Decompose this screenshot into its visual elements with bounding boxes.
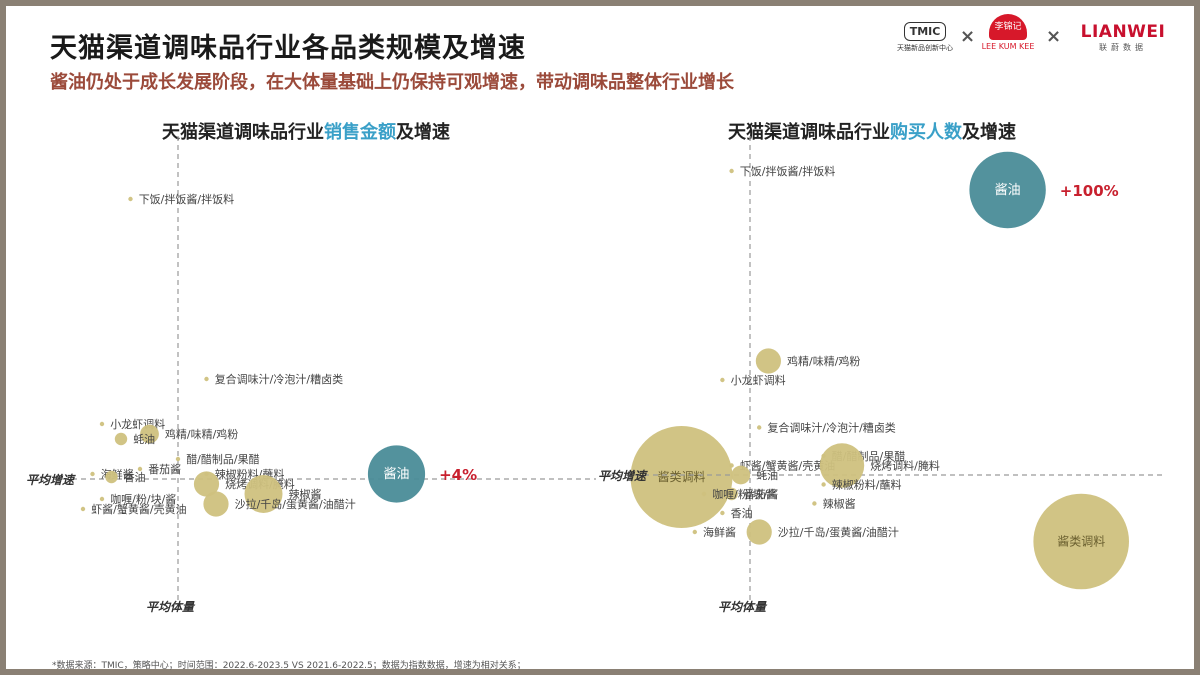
left-point-12 xyxy=(193,471,220,497)
right-point-label-15: 沙拉/千岛/蛋黄酱/油醋汁 xyxy=(778,525,899,539)
right-x-axis-label: 平均体量 xyxy=(718,600,768,614)
lee-kum-kee-logo-text: LEE KUM KEE xyxy=(981,42,1035,51)
right-point-label-12: 咖喱/粉/块/酱 xyxy=(712,487,778,501)
left-point-label-15: 虾酱/蟹黄酱/壳黄油 xyxy=(91,502,186,516)
left-y-axis-label: 平均增速 xyxy=(26,473,76,487)
right-point-label-16: 酱类调料 xyxy=(1057,534,1105,549)
right-point-7 xyxy=(819,443,865,488)
right-point-label-5: 虾酱/蟹黄酱/壳黄油 xyxy=(740,459,835,473)
left-point-label-9: 香油 xyxy=(124,470,146,484)
left-growth-label: +4% xyxy=(439,466,477,484)
tmic-logo-text: TMIC xyxy=(903,22,947,41)
page-subtitle: 酱油仍处于成长发展阶段，在大体量基础上仍保持可观增速，带动调味品整体行业增长 xyxy=(50,72,734,93)
left-point-label-13: 咖喱/粉/块/酱 xyxy=(110,492,176,506)
right-point-label-1: 酱油 xyxy=(995,183,1021,198)
right-y-axis-label: 平均增速 xyxy=(598,469,648,483)
right-point-label-11: 辣椒酱 xyxy=(823,497,856,511)
right-chart-title: 天猫渠道调味品行业购买人数及增速 xyxy=(728,118,1016,144)
right-chart-title-pre: 天猫渠道调味品行业 xyxy=(728,122,890,143)
lee-kum-kee-logo-mark: 李锦记 xyxy=(989,14,1027,40)
slide: 天猫渠道调味品行业各品类规模及增速 酱油仍处于成长发展阶段，在大体量基础上仍保持… xyxy=(6,6,1194,671)
right-point-14 xyxy=(692,529,697,535)
right-point-label-13: 香油 xyxy=(731,506,753,520)
left-point-11 xyxy=(630,426,733,528)
left-chart-title: 天猫渠道调味品行业销售金额及增速 xyxy=(162,118,450,144)
right-point-label-14: 海鲜酱 xyxy=(703,525,736,539)
lianwei-logo-text: LIANWEI xyxy=(1080,22,1166,42)
right-chart-title-post: 及增速 xyxy=(962,122,1016,143)
right-point-3 xyxy=(755,348,782,374)
right-point-4 xyxy=(757,425,762,430)
right-point-label-9: 辣椒粉料/蘸料 xyxy=(832,478,902,492)
left-point-label-4: 蚝油 xyxy=(133,432,155,446)
tmic-logo: TMIC 天猫新品创新中心 xyxy=(880,20,970,53)
right-point-label-3: 鸡精/味精/鸡粉 xyxy=(787,354,860,368)
right-point-0 xyxy=(729,168,734,174)
left-point-label-11: 酱类调料 xyxy=(657,469,705,484)
right-point-9 xyxy=(821,482,826,487)
left-chart-title-post: 及增速 xyxy=(396,122,450,143)
left-chart-title-pre: 天猫渠道调味品行业 xyxy=(162,122,324,143)
left-point-10 xyxy=(367,445,426,503)
left-point-label-0: 下饭/拌饭酱/拌饭料 xyxy=(139,192,234,206)
left-point-label-6: 番茄酱 xyxy=(148,462,181,476)
left-point-label-16: 沙拉/千岛/蛋黄酱/油醋汁 xyxy=(235,497,356,511)
left-chart-title-highlight: 销售金额 xyxy=(324,122,396,143)
tmic-logo-subtitle: 天猫新品创新中心 xyxy=(897,44,953,52)
page-title: 天猫渠道调味品行业各品类规模及增速 xyxy=(50,33,526,64)
left-point-14 xyxy=(244,475,283,513)
right-point-11 xyxy=(812,501,817,506)
right-point-15 xyxy=(746,519,772,545)
right-point-16 xyxy=(1033,493,1129,590)
right-point-label-10: 番茄酱 xyxy=(744,487,777,501)
right-point-5 xyxy=(729,463,734,468)
left-point-15 xyxy=(80,506,86,512)
left-point-2 xyxy=(99,421,105,427)
right-point-10 xyxy=(725,487,738,501)
right-point-13 xyxy=(720,510,725,516)
left-point-label-3: 鸡精/味精/鸡粉 xyxy=(165,427,238,441)
lianwei-logo-subtitle: 联蔚数据 xyxy=(1099,43,1147,52)
times-icon: × xyxy=(960,26,976,47)
charts-svg: 平均增速平均体量下饭/拌饭酱/拌饭料复合调味汁/冷泡汁/糟卤类小龙虾调料鸡精/味… xyxy=(26,136,1166,614)
left-point-4 xyxy=(114,432,128,446)
right-point-label-0: 下饭/拌饭酱/拌饭料 xyxy=(740,164,835,178)
right-growth-label: +100% xyxy=(1060,182,1119,200)
right-point-label-8: 蚝油 xyxy=(756,468,778,482)
right-chart-title-highlight: 购买人数 xyxy=(890,122,962,143)
left-point-label-5: 醋/醋制品/果醋 xyxy=(186,452,259,466)
lee-kum-kee-logo: 李锦记 LEE KUM KEE xyxy=(978,14,1038,51)
left-point-13 xyxy=(99,496,105,502)
left-point-label-1: 复合调味汁/冷泡汁/糟卤类 xyxy=(215,372,343,386)
logo-bar: TMIC 天猫新品创新中心 × 李锦记 LEE KUM KEE × LIANWE… xyxy=(880,14,1180,62)
left-point-5 xyxy=(175,456,181,462)
left-point-0 xyxy=(128,196,133,202)
left-point-label-14: 辣椒酱 xyxy=(289,487,322,501)
right-point-2 xyxy=(720,377,725,383)
left-point-6 xyxy=(137,466,143,472)
right-point-8 xyxy=(731,465,751,485)
lianwei-logo: LIANWEI 联蔚数据 xyxy=(1068,22,1178,53)
right-point-label-7: 烧烤调料/腌料 xyxy=(870,459,940,473)
left-point-3 xyxy=(140,424,159,444)
right-point-12 xyxy=(701,491,707,497)
left-point-9 xyxy=(105,470,118,484)
left-point-1 xyxy=(204,376,209,382)
right-point-1 xyxy=(969,151,1046,229)
right-point-label-4: 复合调味汁/冷泡汁/糟卤类 xyxy=(767,421,895,435)
left-x-axis-label: 平均体量 xyxy=(146,600,196,614)
left-point-label-10: 酱油 xyxy=(383,467,409,482)
left-point-8 xyxy=(90,471,95,477)
times-icon: × xyxy=(1046,26,1062,47)
right-point-label-2: 小龙虾调料 xyxy=(731,373,786,387)
footer-note: *数据来源：TMIC，策略中心；时间范围：2022.6-2023.5 VS 20… xyxy=(52,661,526,671)
left-point-16 xyxy=(203,491,229,517)
